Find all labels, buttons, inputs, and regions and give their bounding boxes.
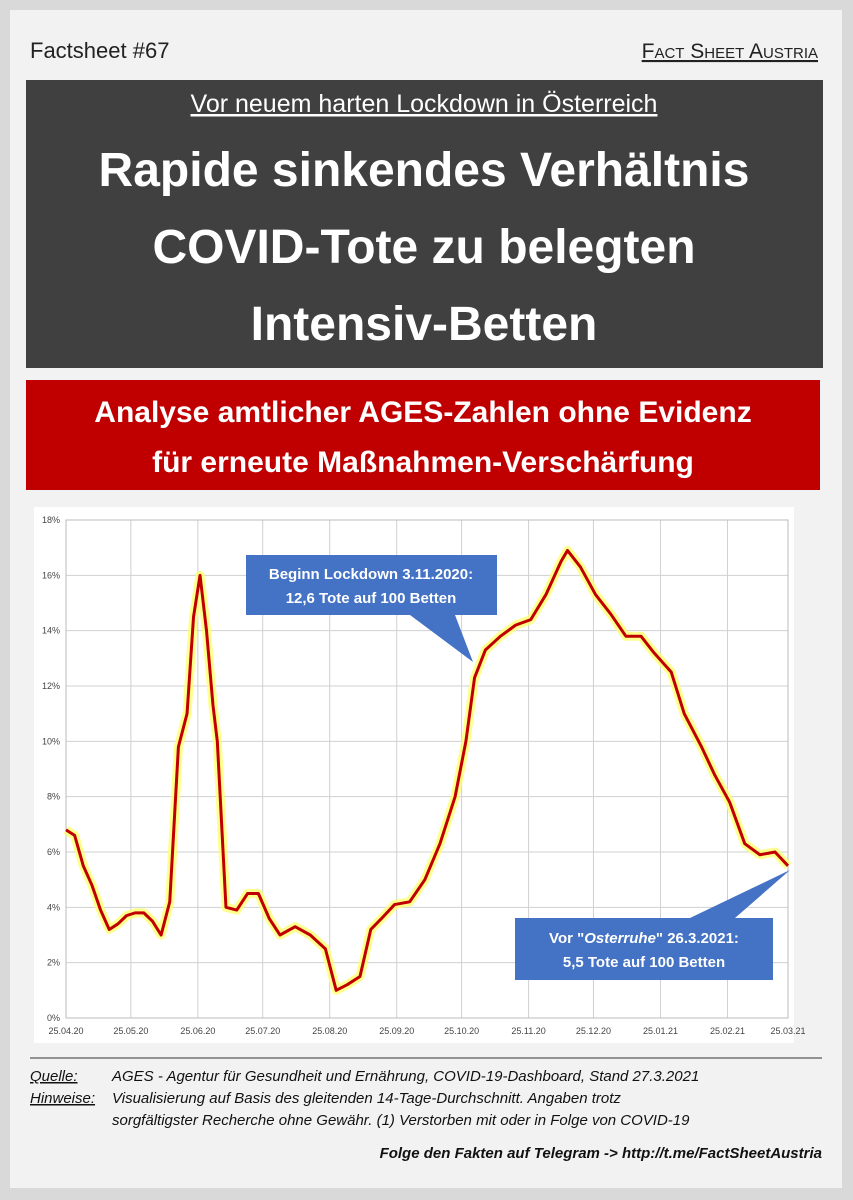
x-tick-label: 25.04.20 [48, 1026, 83, 1036]
callout-text: 12,6 Tote auf 100 Betten [286, 590, 457, 607]
callout [515, 870, 790, 980]
callout-text-part: Vor " [549, 930, 584, 947]
banner-box [26, 380, 820, 490]
kicker: Vor neuem harten Lockdown in Österreich [191, 90, 658, 118]
factsheet-number: Factsheet #67 [30, 38, 169, 63]
title-box [26, 80, 823, 368]
banner-line: für erneute Maßnahmen-Verschärfung [152, 446, 694, 479]
note-line: sorgfältigster Recherche ohne Gewähr. (1… [112, 1112, 690, 1129]
y-tick-label: 12% [42, 681, 60, 691]
x-tick-label: 25.01.21 [643, 1026, 678, 1036]
title-line: Intensiv-Betten [251, 298, 598, 351]
y-tick-label: 18% [42, 515, 60, 525]
y-tick-label: 16% [42, 570, 60, 580]
callout-text: Vor "Osterruhe" 26.3.2021: [549, 930, 739, 947]
x-tick-label: 25.07.20 [245, 1026, 280, 1036]
title-line: COVID-Tote zu belegten [152, 221, 695, 274]
callout [246, 555, 497, 662]
x-tick-label: 25.11.20 [511, 1026, 545, 1036]
source-label: Quelle: [30, 1068, 78, 1085]
notes-label: Hinweise: [30, 1090, 95, 1107]
y-tick-label: 10% [42, 736, 60, 746]
x-tick-label: 25.06.20 [180, 1026, 215, 1036]
plot-frame [65, 519, 789, 1019]
y-tick-label: 2% [47, 958, 60, 968]
y-tick-label: 8% [47, 792, 60, 802]
banner-line: Analyse amtlicher AGES-Zahlen ohne Evide… [94, 396, 751, 429]
callout-text-part: Osterruhe [584, 930, 656, 947]
telegram-link[interactable]: Folge den Fakten auf Telegram -> http://… [380, 1145, 822, 1162]
x-tick-label: 25.05.20 [113, 1026, 148, 1036]
x-tick-label: 25.03.21 [770, 1026, 805, 1036]
title-line: Rapide sinkendes Verhältnis [99, 144, 750, 197]
chart: 0% 2% 4% 6% 8% 10% 12% 14% 16% 18% 25.04.20 25.05.2… [42, 515, 806, 1036]
source: AGES - Agentur für Gesundheit und Ernähr… [111, 1068, 699, 1085]
note-line: Visualisierung auf Basis des gleitenden … [112, 1090, 621, 1107]
x-tick-label: 25.02.21 [710, 1026, 745, 1036]
callout-text-part: " 26.3.2021: [656, 930, 739, 947]
y-tick-label: 4% [47, 902, 60, 912]
x-tick-label: 25.10.20 [444, 1026, 479, 1036]
callout-text: Beginn Lockdown 3.11.2020: [269, 566, 473, 583]
line [65, 548, 790, 992]
x-tick-label: 25.08.20 [312, 1026, 347, 1036]
x-tick-label: 25.09.20 [379, 1026, 414, 1036]
x-tick-label: 25.12.20 [576, 1026, 611, 1036]
y-tick-label: 14% [42, 626, 60, 636]
brand: Fact Sheet Austria [642, 40, 818, 63]
y-tick-label: 6% [47, 847, 60, 857]
y-tick-label: 0% [47, 1013, 60, 1023]
callout-text: 5,5 Tote auf 100 Betten [563, 954, 725, 971]
